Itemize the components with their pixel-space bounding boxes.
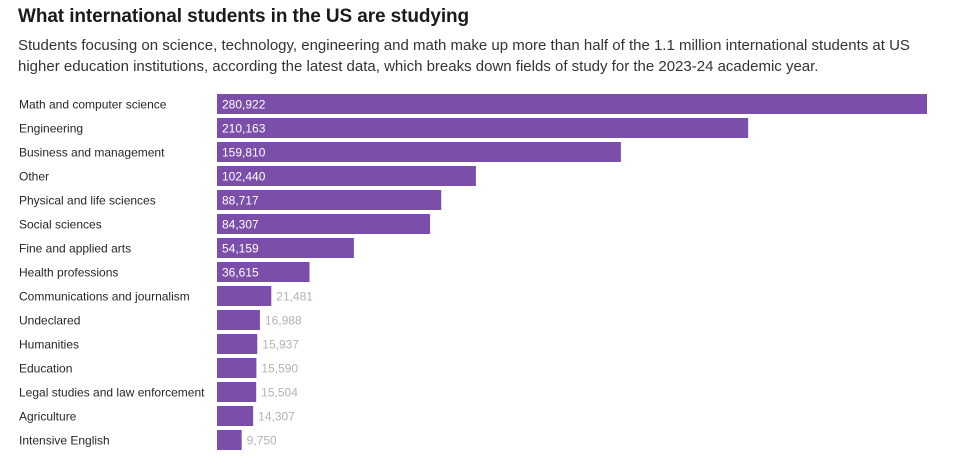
value-label: 84,307 xyxy=(222,218,259,232)
category-label: Agriculture xyxy=(19,410,77,424)
category-label: Health professions xyxy=(19,266,118,280)
bar xyxy=(217,94,927,114)
bar xyxy=(217,406,254,426)
category-label: Legal studies and law enforcement xyxy=(19,386,205,400)
category-label: Other xyxy=(19,170,49,184)
category-label: Intensive English xyxy=(19,434,110,448)
chart-subtitle: Students focusing on science, technology… xyxy=(18,37,910,75)
value-label: 88,717 xyxy=(222,194,259,208)
chart-title: What international students in the US ar… xyxy=(18,6,470,27)
bars-group: Math and computer science 280,922 Engineer… xyxy=(19,94,927,450)
bar xyxy=(217,334,258,354)
bar xyxy=(217,358,257,378)
category-label: Fine and applied arts xyxy=(19,242,131,256)
bar xyxy=(217,166,476,186)
category-label: Social sciences xyxy=(19,218,102,232)
value-label: 15,504 xyxy=(261,386,298,400)
value-label: 159,810 xyxy=(222,146,266,160)
value-label: 14,307 xyxy=(258,410,295,424)
value-label: 54,159 xyxy=(222,242,259,256)
value-label: 102,440 xyxy=(222,170,266,184)
category-label: Undeclared xyxy=(19,314,80,328)
bar xyxy=(217,310,260,330)
value-label: 21,481 xyxy=(276,290,313,304)
value-label: 280,922 xyxy=(222,98,266,112)
category-label: Math and computer science xyxy=(19,98,167,112)
bar xyxy=(217,286,272,306)
category-label: Education xyxy=(19,362,72,376)
bar xyxy=(217,190,442,210)
value-label: 9,750 xyxy=(247,434,277,448)
category-label: Humanities xyxy=(19,338,79,352)
value-label: 15,937 xyxy=(262,338,299,352)
bar xyxy=(217,430,242,450)
bar xyxy=(217,214,431,234)
value-label: 15,590 xyxy=(261,362,298,376)
bar xyxy=(217,382,257,402)
category-label: Physical and life sciences xyxy=(19,194,156,208)
value-label: 36,615 xyxy=(222,266,259,280)
bar xyxy=(217,262,310,282)
category-label: Communications and journalism xyxy=(19,290,190,304)
bar xyxy=(217,142,621,162)
category-label: Engineering xyxy=(19,122,83,136)
bar xyxy=(217,118,749,138)
value-label: 16,988 xyxy=(265,314,302,328)
value-label: 210,163 xyxy=(222,122,266,136)
bar xyxy=(217,238,354,258)
category-label: Business and management xyxy=(19,146,165,160)
